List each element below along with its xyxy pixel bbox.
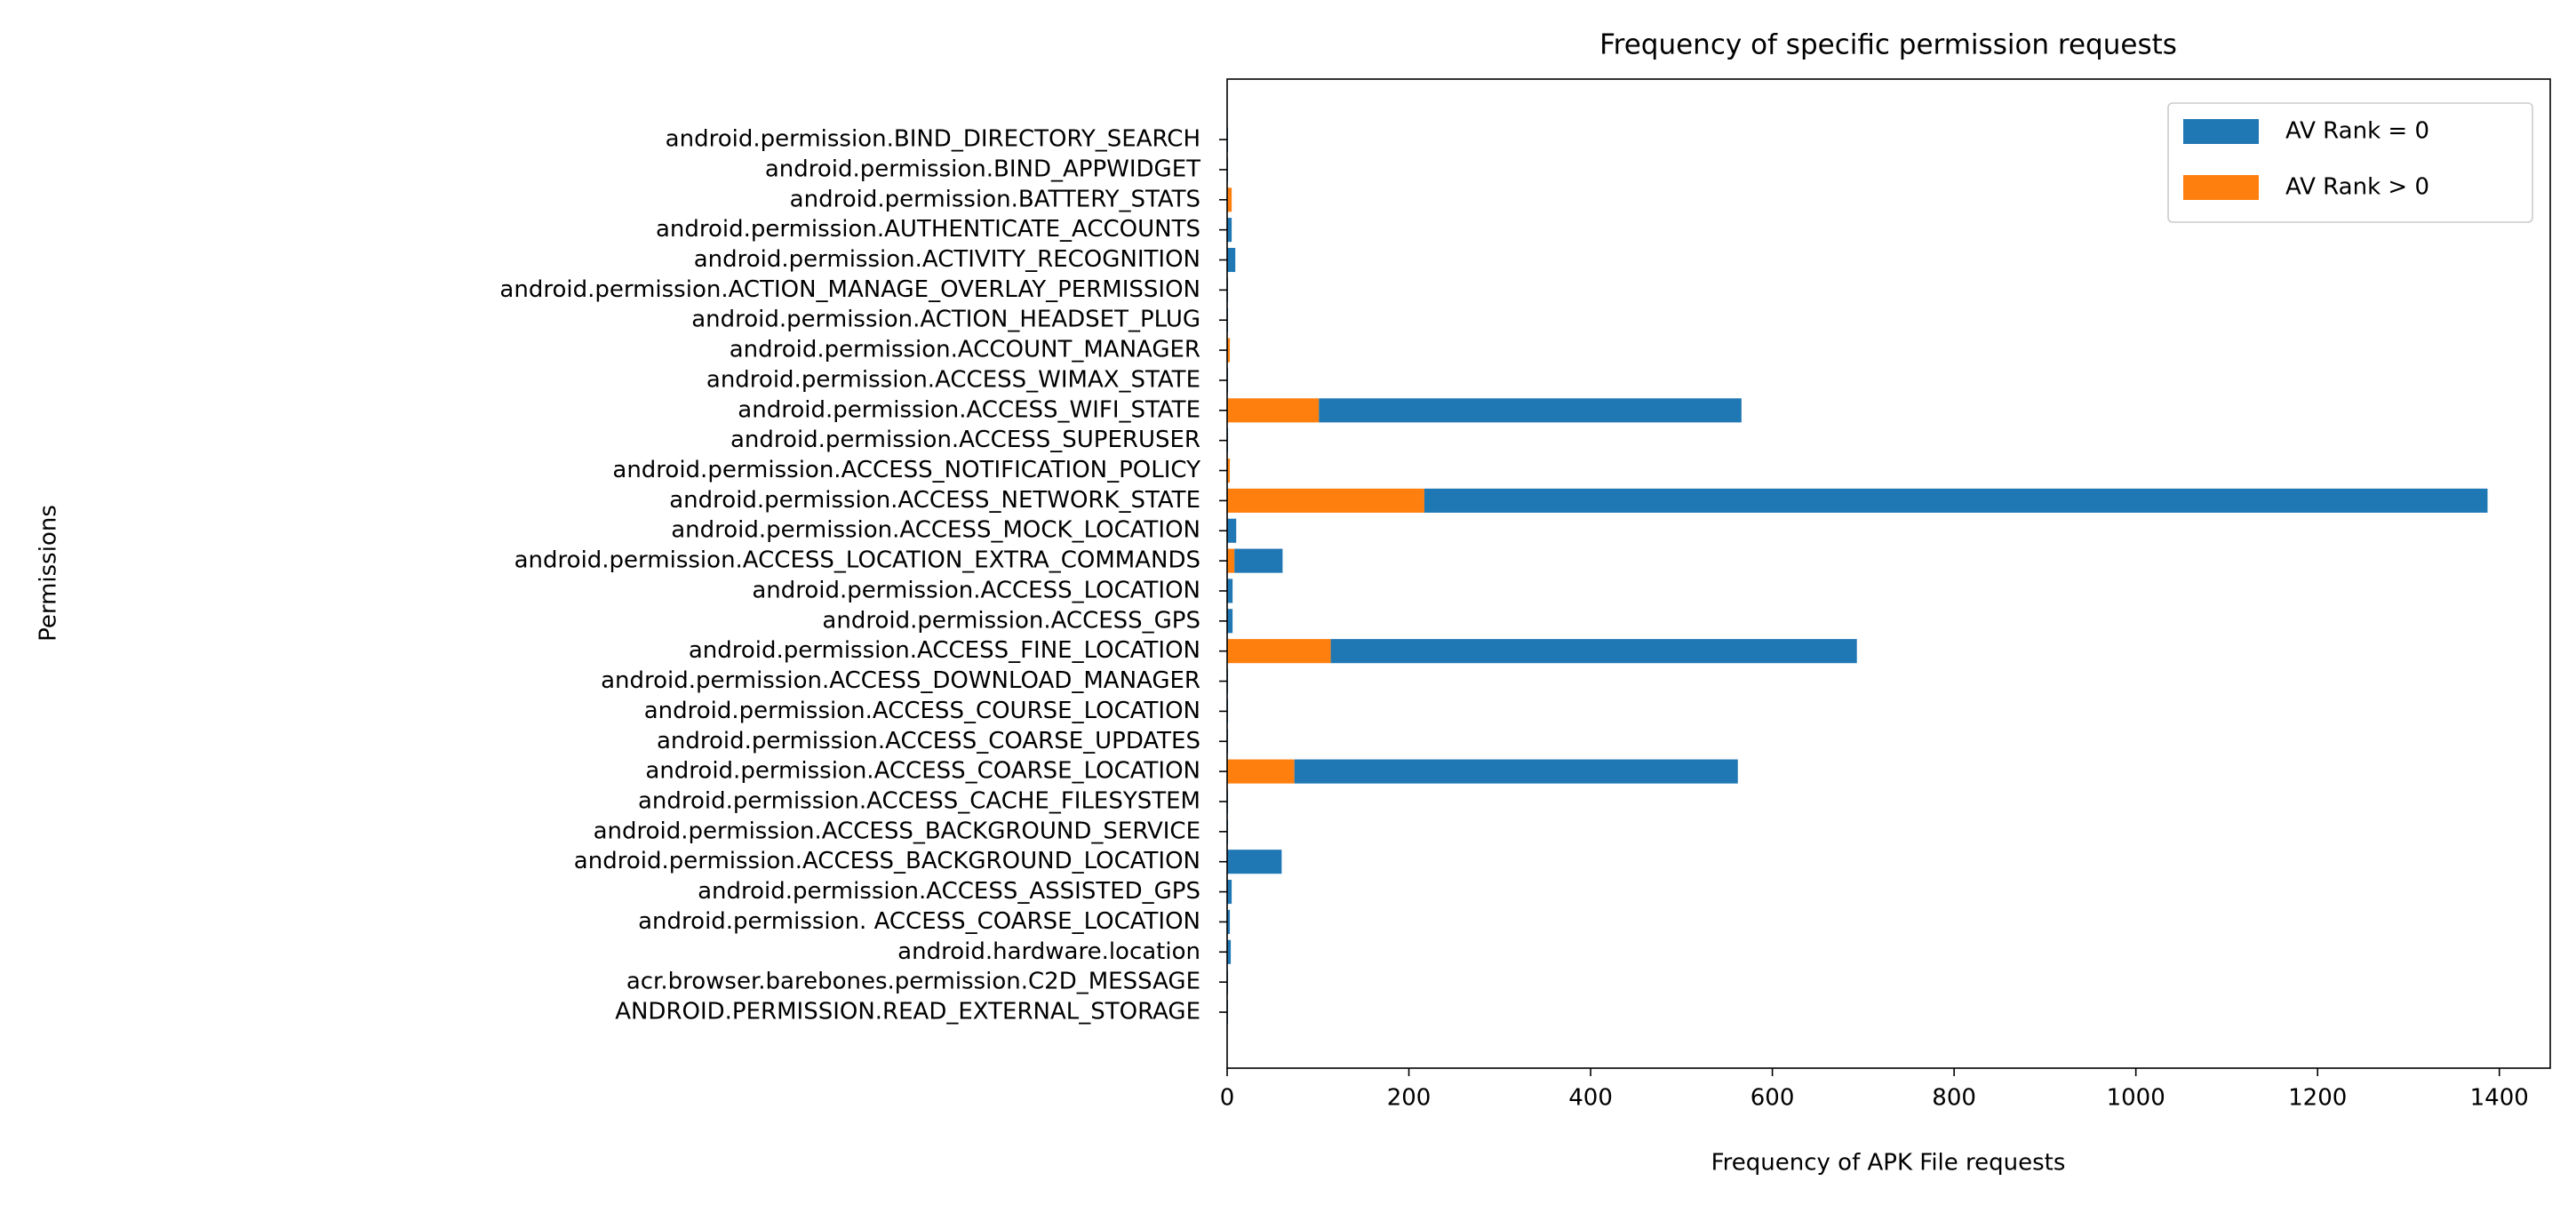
bar <box>1227 609 1233 634</box>
y-tick-label: android.permission.ACCESS_GPS <box>822 607 1200 634</box>
y-tick-label: android.permission.ACCESS_NOTIFICATION_P… <box>612 457 1200 483</box>
y-tick-label: android.permission.ACCESS_NETWORK_STATE <box>669 487 1200 514</box>
y-tick-label: android.permission.BIND_DIRECTORY_SEARCH <box>666 126 1200 153</box>
y-tick-label: android.permission.ACCESS_ASSISTED_GPS <box>698 878 1200 905</box>
bar <box>1319 398 1742 423</box>
bar <box>1227 247 1236 273</box>
y-tick-label: android.permission.ACCESS_DOWNLOAD_MANAG… <box>601 667 1200 694</box>
bar <box>1227 850 1282 874</box>
bar <box>1227 338 1231 363</box>
chart-title: Frequency of specific permission request… <box>1599 29 2177 61</box>
legend-swatch <box>2183 119 2259 144</box>
bar <box>1227 488 1424 513</box>
y-tick-label: android.permission.ACCESS_LOCATION_EXTRA… <box>514 547 1200 574</box>
y-tick-label: android.permission.ACCESS_COURSE_LOCATIO… <box>644 698 1200 724</box>
bar <box>1227 639 1331 664</box>
y-tick-label: android.permission.ACCESS_SUPERUSER <box>730 427 1200 453</box>
bar <box>1227 759 1295 784</box>
y-tick-label: android.permission.BIND_APPWIDGET <box>765 156 1200 182</box>
y-tick-label: android.permission.ACTION_MANAGE_OVERLAY… <box>499 276 1200 303</box>
bar <box>1227 398 1320 423</box>
bar <box>1227 579 1233 603</box>
legend-box <box>2167 102 2533 223</box>
bar <box>1227 218 1232 243</box>
y-tick-label: ANDROID.PERMISSION.READ_EXTERNAL_STORAGE <box>615 999 1200 1025</box>
legend-label: AV Rank = 0 <box>2285 118 2429 145</box>
y-tick-label: android.permission.ACCESS_BACKGROUND_SER… <box>594 818 1200 844</box>
x-tick-label: 1200 <box>2288 1085 2347 1112</box>
y-tick-label: android.permission.ACCESS_COARSE_UPDATES <box>657 728 1200 754</box>
y-tick-label: android.permission. ACCESS_COARSE_LOCATI… <box>638 908 1200 935</box>
y-tick-label: android.permission.ACCESS_MOCK_LOCATION <box>671 517 1200 544</box>
y-tick-label: android.permission.ACCESS_FINE_LOCATION <box>689 637 1200 664</box>
x-axis-label: Frequency of APK File requests <box>1711 1150 2066 1177</box>
x-tick-label: 0 <box>1220 1085 1235 1112</box>
bar <box>1227 458 1231 483</box>
bar <box>1227 518 1237 543</box>
y-tick-label: android.permission.ACCESS_COARSE_LOCATIO… <box>645 758 1200 785</box>
y-tick-label: android.permission.BATTERY_STATS <box>790 186 1200 212</box>
y-tick-label: android.permission.ACCOUNT_MANAGER <box>730 337 1200 363</box>
y-tick-label: android.permission.ACCESS_CACHE_FILESYST… <box>638 787 1200 814</box>
y-tick-label: android.permission.ACCESS_WIFI_STATE <box>738 396 1200 423</box>
y-tick-label: android.permission.ACCESS_BACKGROUND_LOC… <box>574 848 1200 874</box>
y-tick-label: android.permission.ACTIVITY_RECOGNITION <box>694 246 1200 273</box>
y-tick-label: acr.browser.barebones.permission.C2D_MES… <box>626 969 1200 995</box>
y-tick-label: android.hardware.location <box>897 938 1200 965</box>
y-tick-label: android.permission.ACCESS_LOCATION <box>752 577 1200 603</box>
x-tick-label: 200 <box>1387 1085 1432 1112</box>
bar <box>1227 548 1235 573</box>
x-tick-label: 1400 <box>2470 1085 2529 1112</box>
bar <box>1227 909 1231 934</box>
x-tick-label: 600 <box>1751 1085 1795 1112</box>
legend-label: AV Rank > 0 <box>2285 174 2429 201</box>
y-tick-label: android.permission.ACTION_HEADSET_PLUG <box>691 307 1200 333</box>
legend-swatch <box>2183 175 2259 200</box>
bar <box>1227 939 1232 964</box>
bar <box>1294 759 1738 784</box>
x-tick-label: 1000 <box>2107 1085 2165 1112</box>
x-tick-label: 800 <box>1932 1085 1976 1112</box>
y-tick-label: android.permission.ACCESS_WIMAX_STATE <box>706 366 1200 393</box>
y-axis-label: Permissions <box>36 505 62 642</box>
bar <box>1227 880 1232 905</box>
bar <box>1424 488 2488 513</box>
x-tick-label: 400 <box>1568 1085 1613 1112</box>
y-tick-label: android.permission.AUTHENTICATE_ACCOUNTS <box>656 216 1200 243</box>
bar <box>1330 639 1857 664</box>
bar <box>1234 548 1283 573</box>
axes-frame <box>1226 78 2551 1069</box>
bar <box>1227 188 1232 212</box>
